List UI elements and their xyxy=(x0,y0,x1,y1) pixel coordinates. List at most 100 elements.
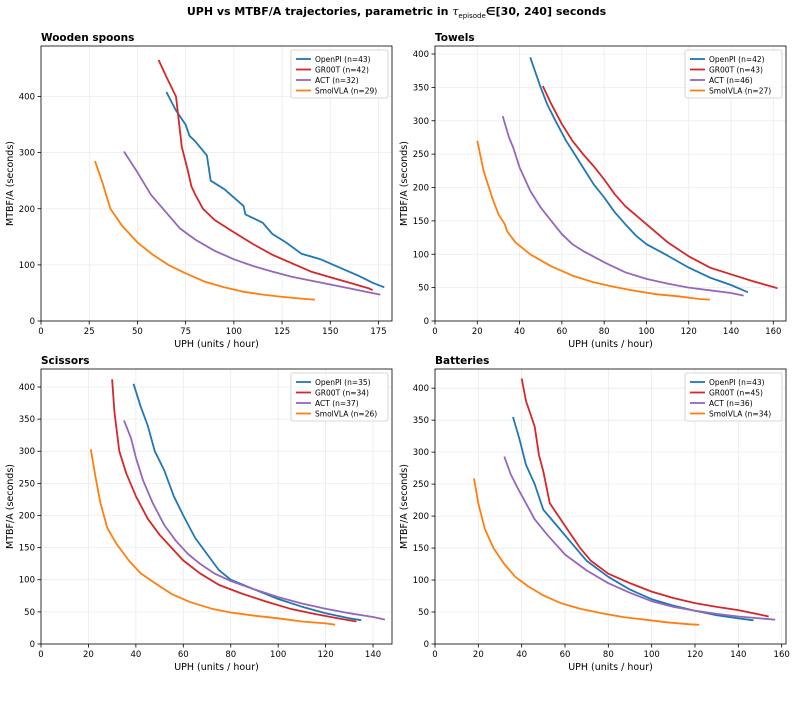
y-axis-label: MTBF/A (seconds) xyxy=(5,141,16,226)
x-tick-label: 100 xyxy=(644,650,660,660)
plot-frame xyxy=(434,368,787,645)
series-line xyxy=(501,115,744,297)
panel-title: Wooden spoons xyxy=(41,32,134,44)
y-tick-label: 0 xyxy=(30,317,35,327)
x-tick-label: 120 xyxy=(687,650,703,660)
x-tick-label: 140 xyxy=(730,650,746,660)
x-tick-label: 150 xyxy=(322,327,338,337)
legend-label: OpenPI (n=35) xyxy=(315,378,371,387)
y-tick-label: 400 xyxy=(19,93,35,103)
legend-label: ACT (n=32) xyxy=(315,76,359,85)
legend-label: SmolVLA (n=27) xyxy=(709,86,771,95)
legend-label: GR00T (n=34) xyxy=(315,388,369,397)
x-tick-label: 160 xyxy=(774,650,790,660)
tau-subscript: episode xyxy=(458,12,486,21)
legend-box xyxy=(290,49,389,99)
series-line xyxy=(89,449,336,626)
x-tick-label: 120 xyxy=(317,650,333,660)
series-line xyxy=(165,91,385,289)
y-tick-label: 350 xyxy=(19,415,35,425)
y-tick-label: 400 xyxy=(413,50,429,60)
y-tick-label: 200 xyxy=(413,184,429,194)
legend-label: OpenPI (n=43) xyxy=(709,378,765,387)
x-tick-label: 25 xyxy=(84,327,95,337)
series-line xyxy=(529,57,749,294)
x-tick-label: 60 xyxy=(178,650,189,660)
x-tick-label: 100 xyxy=(226,327,242,337)
figure-title-prefix: UPH vs MTBF/A trajectories, parametric i… xyxy=(186,5,449,18)
series-line xyxy=(541,85,778,290)
x-tick-label: 60 xyxy=(560,650,571,660)
series-line xyxy=(94,160,315,301)
x-tick-label: 80 xyxy=(225,650,236,660)
panel-title: Towels xyxy=(435,32,475,44)
x-tick-label: 125 xyxy=(274,327,290,337)
y-tick-label: 100 xyxy=(413,576,429,586)
y-tick-label: 0 xyxy=(424,317,429,327)
y-tick-label: 50 xyxy=(418,284,429,294)
y-tick-label: 100 xyxy=(19,576,35,586)
legend-label: OpenPI (n=43) xyxy=(315,55,371,64)
x-tick-label: 80 xyxy=(599,327,610,337)
series-line xyxy=(157,59,374,291)
legend-label: SmolVLA (n=29) xyxy=(315,86,377,95)
x-tick-label: 20 xyxy=(83,650,94,660)
x-tick-label: 20 xyxy=(472,327,483,337)
series-line xyxy=(476,140,710,301)
x-tick-label: 40 xyxy=(514,327,525,337)
x-tick-label: 80 xyxy=(603,650,614,660)
x-tick-label: 140 xyxy=(365,650,381,660)
y-tick-label: 50 xyxy=(24,608,35,618)
figure-title: UPH vs MTBF/A trajectories, parametric i… xyxy=(0,5,793,20)
x-tick-label: 100 xyxy=(270,650,286,660)
x-tick-label: 160 xyxy=(765,327,781,337)
y-tick-label: 200 xyxy=(19,205,35,215)
y-tick-label: 100 xyxy=(413,250,429,260)
x-tick-label: 175 xyxy=(370,327,386,337)
series-line xyxy=(512,416,754,622)
x-tick-label: 50 xyxy=(132,327,143,337)
legend-label: GR00T (n=43) xyxy=(709,65,763,74)
panel-title: Batteries xyxy=(435,355,489,367)
panel-title: Scissors xyxy=(41,355,90,367)
plot-frame xyxy=(434,45,787,322)
y-tick-label: 150 xyxy=(413,544,429,554)
y-tick-label: 200 xyxy=(413,512,429,522)
y-axis-label: MTBF/A (seconds) xyxy=(399,464,410,549)
plot-frame xyxy=(40,368,393,645)
chart-panel: 0 20 40 60 80 100 120 140 160 0 50 100 150 200 250 300 3… xyxy=(399,32,787,350)
legend-label: ACT (n=46) xyxy=(709,76,753,85)
x-tick-label: 20 xyxy=(473,650,484,660)
y-tick-label: 400 xyxy=(19,383,35,393)
y-tick-label: 300 xyxy=(19,447,35,457)
legend-label: SmolVLA (n=26) xyxy=(315,409,377,418)
x-tick-label: 60 xyxy=(556,327,567,337)
legend-label: ACT (n=36) xyxy=(709,399,753,408)
x-tick-label: 0 xyxy=(38,327,43,337)
legend-label: GR00T (n=42) xyxy=(315,65,369,74)
y-tick-label: 400 xyxy=(413,384,429,394)
legend-box xyxy=(684,372,783,422)
x-axis-label: UPH (units / hour) xyxy=(174,662,259,673)
x-tick-label: 120 xyxy=(681,327,697,337)
y-tick-label: 150 xyxy=(413,217,429,227)
x-tick-label: 75 xyxy=(180,327,191,337)
chart-panel: 0 25 50 75 100 125 150 175 0 100 200 300 400 Wooden s… xyxy=(5,32,393,350)
y-tick-label: 50 xyxy=(418,608,429,618)
y-tick-label: 100 xyxy=(19,261,35,271)
legend-label: GR00T (n=45) xyxy=(709,388,763,397)
x-tick-label: 0 xyxy=(432,327,437,337)
x-tick-label: 40 xyxy=(516,650,527,660)
y-tick-label: 300 xyxy=(19,149,35,159)
x-axis-label: UPH (units / hour) xyxy=(568,662,653,673)
y-tick-label: 250 xyxy=(413,150,429,160)
y-tick-label: 0 xyxy=(424,640,429,650)
y-tick-label: 150 xyxy=(19,544,35,554)
series-line xyxy=(132,383,362,622)
legend-label: ACT (n=37) xyxy=(315,399,359,408)
plot-frame xyxy=(40,45,393,322)
figure-title-suffix: ∈[30, 240] seconds xyxy=(485,5,607,18)
series-line xyxy=(123,151,381,296)
x-tick-label: 0 xyxy=(432,650,437,660)
